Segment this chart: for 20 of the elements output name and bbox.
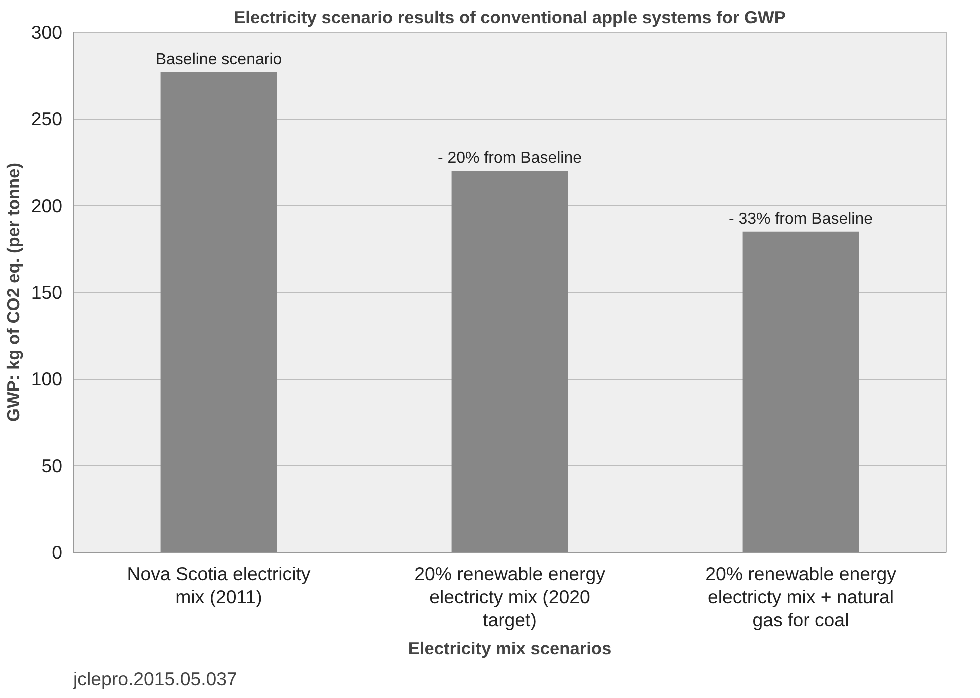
x-tick-label: Nova Scotia electricity mix (2011) <box>127 564 312 608</box>
y-tick-label: 100 <box>31 368 63 390</box>
y-tick-label: 150 <box>31 282 63 303</box>
bar <box>160 72 278 552</box>
annotation: - 33% from Baseline <box>728 210 874 228</box>
chart-title: Electricity scenario results of conventional apple systems for GWP <box>234 8 786 28</box>
y-axis-title: GWP: kg of CO2 eq. (per tonne) <box>3 163 24 422</box>
x-tick-label: 20% renewable energy electricty mix (2020 target) <box>414 564 606 631</box>
bar <box>742 232 860 552</box>
y-tick-label: 0 <box>52 542 63 563</box>
bar <box>452 171 568 552</box>
annotation: Baseline scenario <box>156 51 282 68</box>
y-tick-label: 200 <box>31 195 63 216</box>
y-tick-label: 300 <box>31 22 63 43</box>
y-tick-label: 50 <box>42 455 63 476</box>
annotation: - 20% from Baseline <box>438 150 582 168</box>
y-tick-label: 250 <box>31 108 63 130</box>
x-axis-title: Electricity mix scenarios <box>408 638 612 659</box>
text: jclepro.2015.05.037 <box>72 668 238 690</box>
x-tick-label: 20% renewable energy electricty mix + natural gas for coal <box>706 564 898 631</box>
